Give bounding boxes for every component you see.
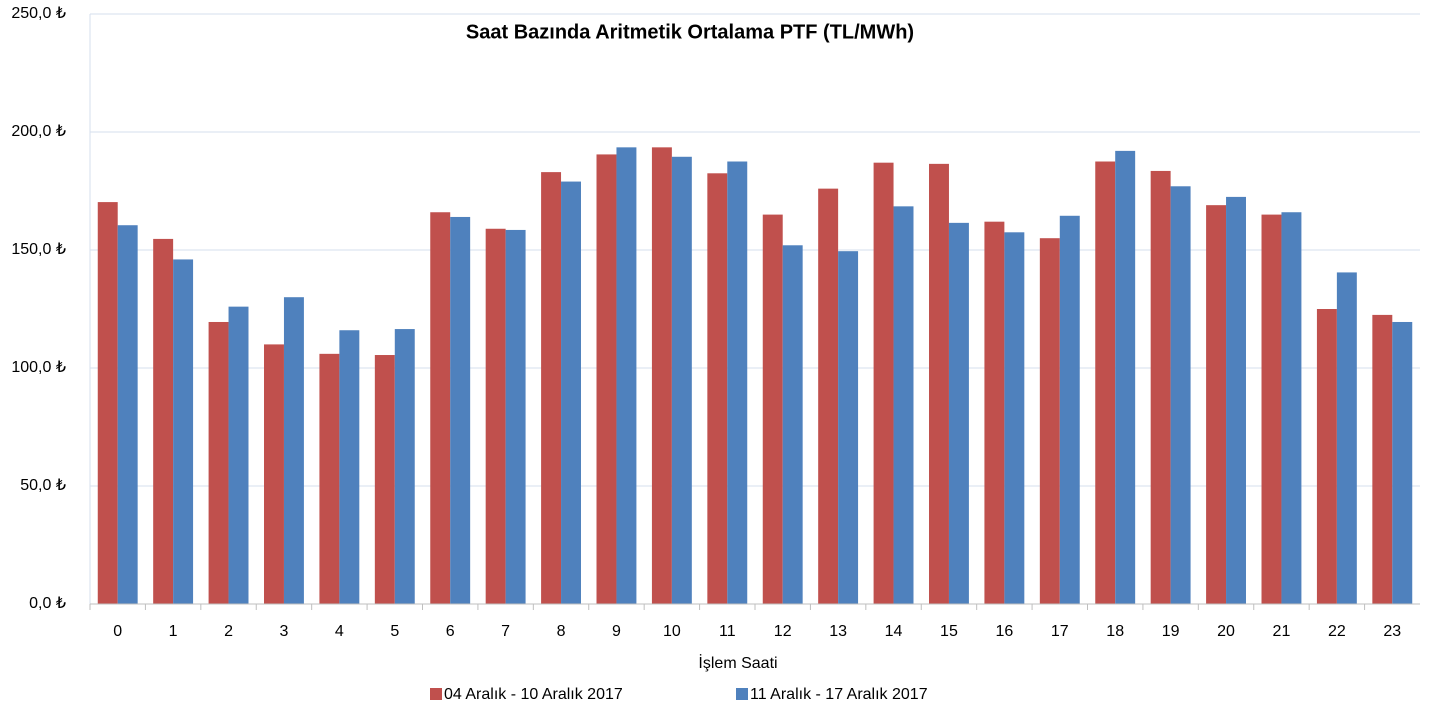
x-tick-label: 3	[280, 623, 289, 640]
x-tick-label: 23	[1383, 623, 1401, 640]
x-tick-label: 22	[1328, 623, 1346, 640]
bar	[671, 156, 692, 604]
x-tick-label: 17	[1051, 623, 1069, 640]
bar	[1226, 196, 1246, 604]
chart-title: Saat Bazında Aritmetik Ortalama PTF (TL/…	[466, 21, 914, 43]
bar	[1004, 232, 1025, 605]
bar	[319, 353, 340, 604]
bar	[228, 306, 249, 604]
bar	[97, 202, 118, 605]
bar	[1170, 186, 1191, 604]
bar	[782, 245, 803, 604]
bar	[651, 147, 672, 604]
x-tick-label: 12	[774, 623, 792, 640]
bar	[1372, 314, 1393, 604]
bar	[485, 228, 506, 604]
x-tick-label: 2	[224, 623, 233, 640]
x-tick-label: 8	[557, 623, 566, 640]
legend-label: 11 Aralık - 17 Aralık 2017	[750, 686, 928, 703]
y-tick-label: 150,0 ₺	[11, 241, 66, 258]
bar	[450, 216, 471, 604]
x-tick-label: 19	[1162, 623, 1180, 640]
bar	[1059, 215, 1080, 604]
bar	[561, 181, 581, 604]
x-tick-label: 13	[829, 623, 847, 640]
x-axis-label: İşlem Saati	[698, 653, 777, 672]
bar	[893, 206, 914, 604]
bar	[727, 161, 748, 604]
bar	[1039, 238, 1060, 604]
bar	[1095, 161, 1116, 604]
x-tick-label: 6	[446, 623, 455, 640]
legend-label: 04 Aralık - 10 Aralık 2017	[444, 686, 623, 703]
bar	[616, 147, 637, 604]
x-tick-label: 7	[501, 623, 510, 640]
bar	[762, 214, 783, 604]
bar	[1281, 212, 1302, 605]
x-tick-label: 21	[1273, 623, 1291, 640]
bar	[838, 251, 859, 604]
x-tick-label: 20	[1217, 623, 1235, 640]
bar	[394, 329, 415, 604]
legend-swatch	[736, 688, 748, 700]
bar	[505, 229, 526, 604]
bar	[1150, 170, 1171, 604]
x-tick-label: 14	[885, 623, 903, 640]
y-tick-label: 0,0 ₺	[29, 595, 66, 612]
bar	[873, 162, 894, 604]
bar	[173, 259, 194, 604]
bar	[117, 225, 138, 604]
x-tick-label: 16	[995, 623, 1013, 640]
bar	[984, 221, 1005, 604]
y-tick-label: 100,0 ₺	[11, 359, 66, 376]
bar	[1336, 272, 1357, 604]
x-tick-label: 18	[1106, 623, 1124, 640]
bar	[1261, 214, 1282, 604]
bar	[374, 355, 395, 604]
bar	[948, 222, 969, 605]
bar	[1206, 205, 1227, 604]
y-tick-label: 50,0 ₺	[20, 477, 66, 494]
x-tick-label: 9	[612, 623, 621, 640]
bar	[1115, 150, 1136, 604]
bar	[153, 238, 174, 604]
x-tick-label: 0	[113, 623, 122, 640]
x-tick-label: 5	[390, 623, 399, 640]
bar	[339, 330, 360, 604]
bar	[707, 173, 728, 605]
bar	[430, 212, 451, 605]
y-tick-label: 200,0 ₺	[11, 123, 66, 140]
bar	[283, 297, 304, 604]
bar	[596, 154, 617, 605]
bar	[929, 163, 949, 605]
bar	[818, 188, 839, 604]
y-tick-label: 250,0 ₺	[11, 5, 66, 22]
bar	[264, 344, 284, 604]
x-tick-label: 11	[719, 623, 736, 640]
x-tick-label: 10	[663, 623, 681, 640]
bar	[208, 321, 229, 604]
x-tick-label: 15	[940, 623, 958, 640]
bar	[1392, 321, 1413, 604]
x-tick-label: 1	[169, 623, 178, 640]
bar	[1316, 309, 1337, 604]
bar	[541, 172, 562, 604]
x-tick-label: 4	[335, 623, 344, 640]
legend-swatch	[430, 688, 442, 700]
